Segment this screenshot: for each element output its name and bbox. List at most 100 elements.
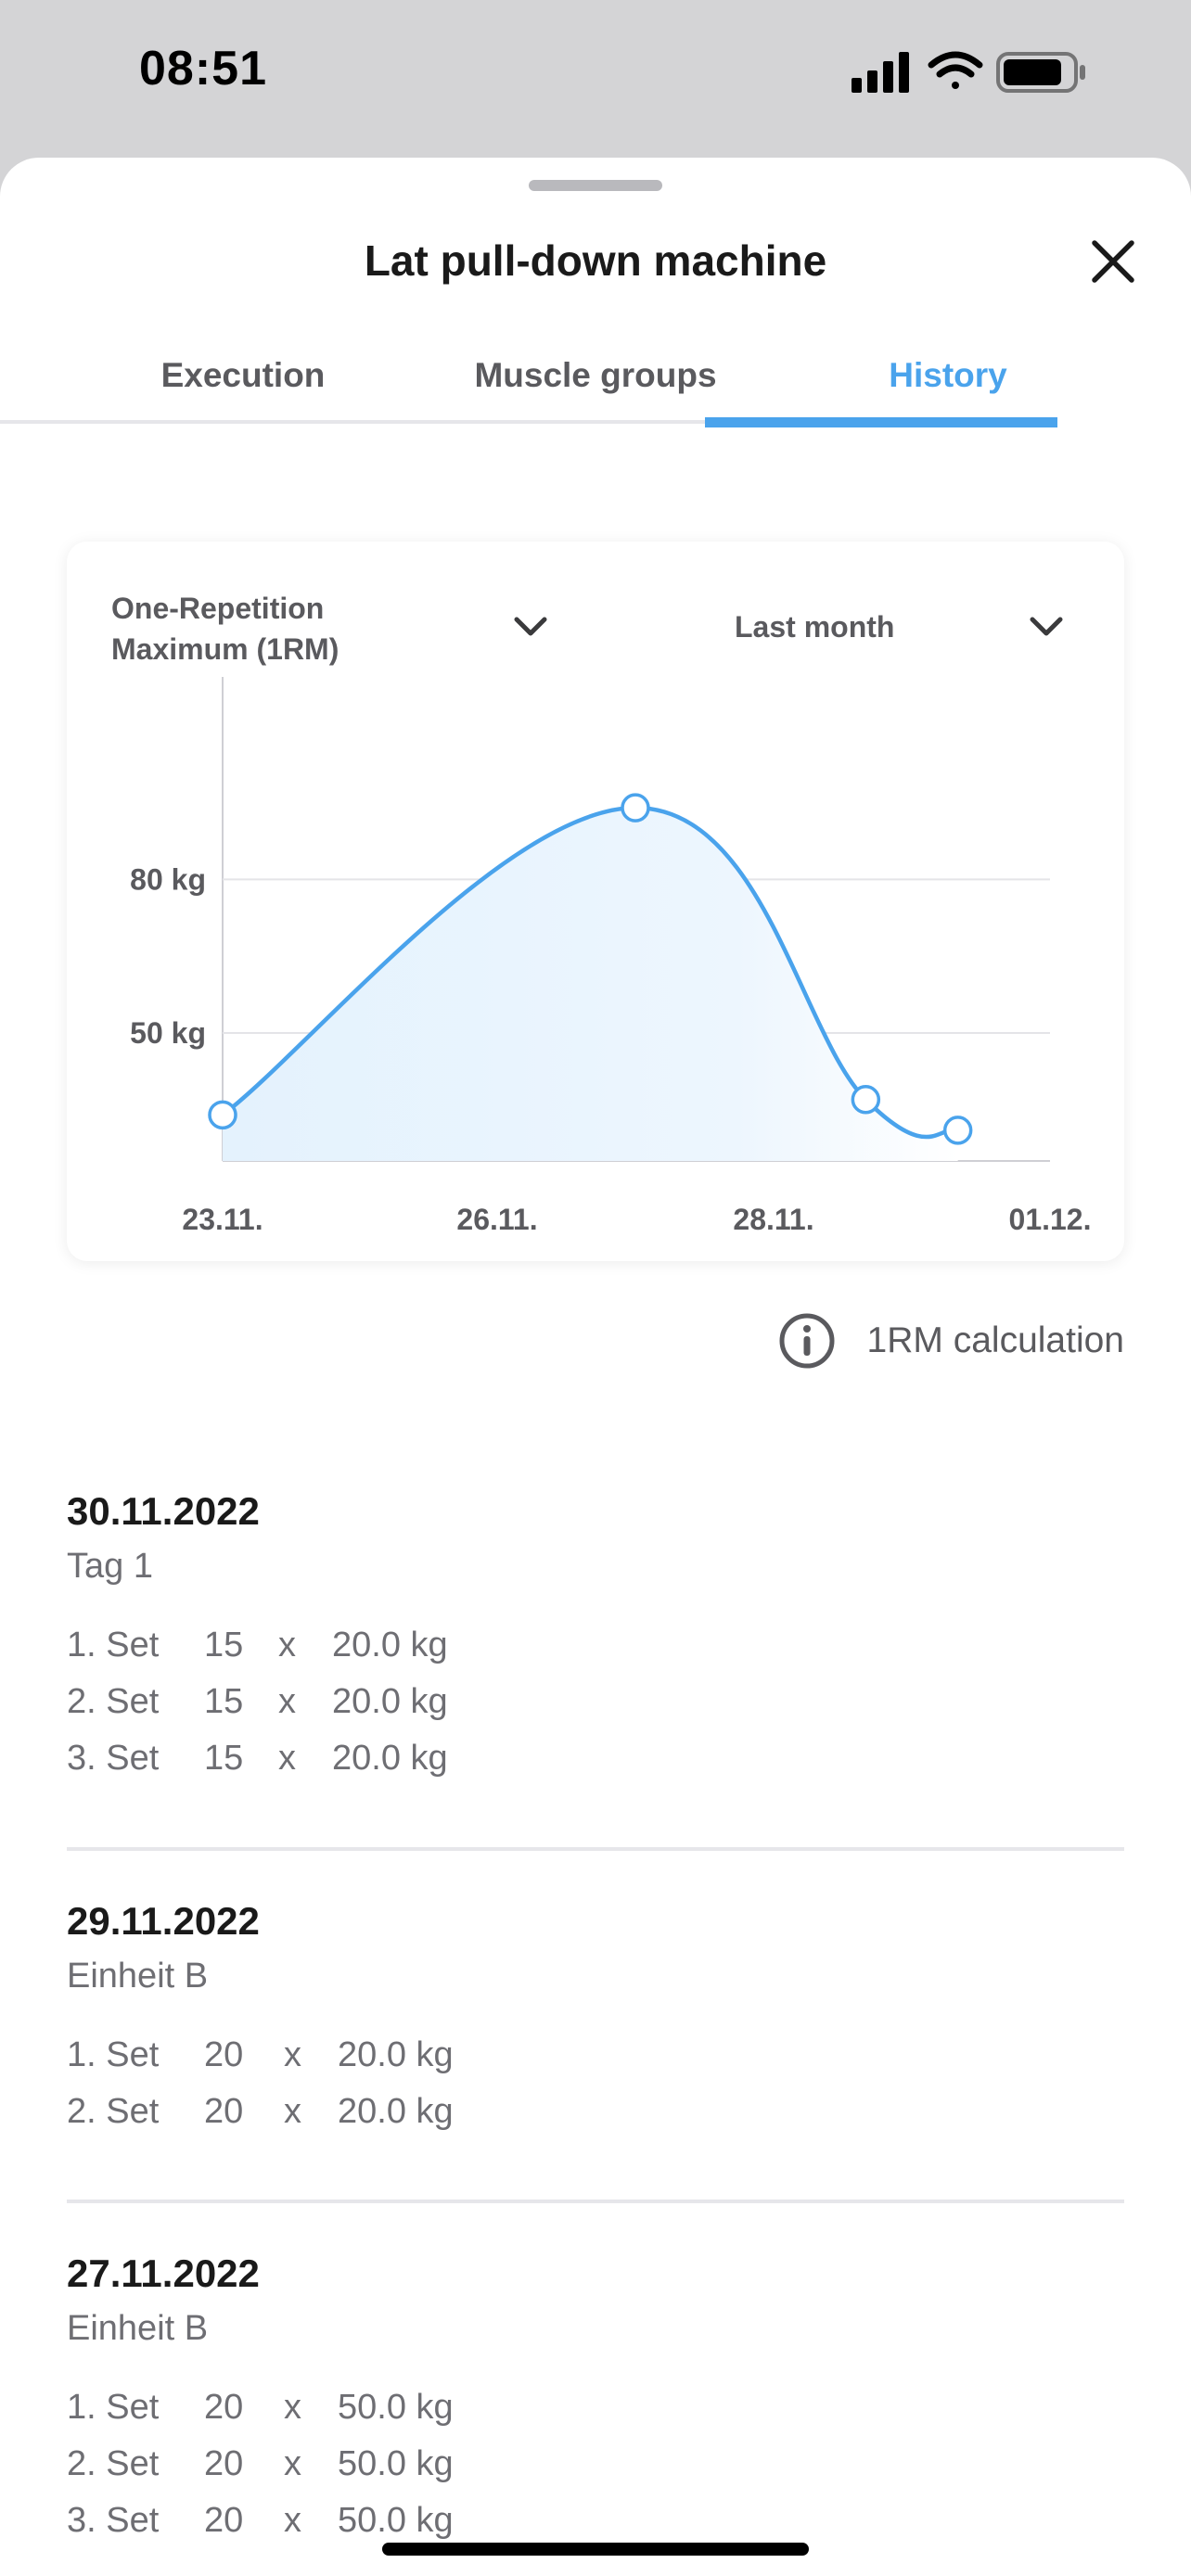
series-line xyxy=(221,805,959,1140)
info-icon xyxy=(779,1313,835,1369)
metric-selector-label[interactable]: One-Repetition Maximum (1RM) xyxy=(111,588,501,670)
history-entry: 29.11.2022 Einheit B 1. Set 20 x 20.0 kg… xyxy=(67,1899,1124,2149)
set-row: 1. Set 20 x 20.0 kg xyxy=(67,2035,1124,2092)
set-reps: 20 xyxy=(204,2035,244,2074)
tab-execution-label: Execution xyxy=(160,356,326,394)
set-row: 1. Set 20 x 50.0 kg xyxy=(67,2388,1124,2444)
set-times: x xyxy=(284,2388,301,2427)
set-times: x xyxy=(278,1626,296,1664)
metric-label-line2: Maximum (1RM) xyxy=(111,632,339,666)
set-weight: 20.0 kg xyxy=(332,1682,448,1721)
x-tick-label: 23.11. xyxy=(182,1203,263,1236)
set-label: 2. Set xyxy=(67,1682,160,1721)
set-times: x xyxy=(284,2092,301,2131)
entry-session: Einheit B xyxy=(67,2309,209,2348)
set-times: x xyxy=(278,1739,296,1778)
set-reps: 20 xyxy=(204,2444,244,2483)
y-tick-label: 50 kg xyxy=(130,1016,206,1050)
set-row: 3. Set 15 x 20.0 kg xyxy=(67,1739,1124,1795)
tab-active-indicator xyxy=(705,417,1057,427)
set-row: 2. Set 20 x 50.0 kg xyxy=(67,2444,1124,2501)
info-1rm-calculation[interactable]: 1RM calculation xyxy=(753,1311,1124,1371)
set-list: 1. Set 20 x 20.0 kg 2. Set 20 x 20.0 kg xyxy=(67,2035,1124,2149)
set-label: 1. Set xyxy=(67,2035,160,2074)
set-reps: 15 xyxy=(204,1682,244,1721)
chevron-down-icon xyxy=(514,617,547,636)
data-point[interactable] xyxy=(621,793,650,823)
sheet-grabber[interactable] xyxy=(529,180,662,191)
entry-date: 29.11.2022 xyxy=(67,1899,260,1943)
set-times: x xyxy=(284,2444,301,2483)
set-weight: 20.0 kg xyxy=(332,1739,448,1778)
status-time: 08:51 xyxy=(139,42,267,96)
tab-history-label: History xyxy=(889,356,1007,394)
metric-dropdown-button[interactable] xyxy=(512,614,549,644)
set-weight: 50.0 kg xyxy=(338,2501,454,2540)
bottom-sheet: Lat pull-down machine Execution Muscle g… xyxy=(0,158,1191,2576)
set-row: 1. Set 15 x 20.0 kg xyxy=(67,1626,1124,1682)
set-label: 1. Set xyxy=(67,1626,160,1664)
chart-card: 80 kg 50 kg 23.11. 26.11. 28.11. 01.12. One-R… xyxy=(67,542,1124,1261)
tab-muscle-groups[interactable]: Muscle groups xyxy=(419,358,772,445)
chart: 80 kg 50 kg 23.11. 26.11. 28.11. 01.12. xyxy=(130,677,1092,1236)
wifi-icon xyxy=(928,51,983,89)
x-tick-label: 28.11. xyxy=(733,1203,813,1236)
set-label: 3. Set xyxy=(67,1739,160,1778)
sheet-title: Lat pull-down machine xyxy=(364,236,827,285)
set-reps: 20 xyxy=(204,2092,244,2131)
set-label: 1. Set xyxy=(67,2388,160,2427)
metric-label-line1: One-Repetition xyxy=(111,592,325,625)
set-reps: 20 xyxy=(204,2388,244,2427)
set-list: 1. Set 15 x 20.0 kg 2. Set 15 x 20.0 kg … xyxy=(67,1626,1124,1795)
set-label: 2. Set xyxy=(67,2092,160,2131)
data-point[interactable] xyxy=(208,1100,237,1130)
set-row: 3. Set 20 x 50.0 kg xyxy=(67,2501,1124,2557)
set-times: x xyxy=(278,1682,296,1721)
entry-divider xyxy=(67,1847,1124,1851)
data-point[interactable] xyxy=(942,1116,973,1145)
set-weight: 20.0 kg xyxy=(332,1626,448,1664)
set-label: 3. Set xyxy=(67,2501,160,2540)
chevron-down-icon xyxy=(1030,617,1063,636)
y-tick-label: 80 kg xyxy=(130,862,206,896)
history-entry: 27.11.2022 Einheit B 1. Set 20 x 50.0 kg… xyxy=(67,2251,1124,2557)
entry-date: 27.11.2022 xyxy=(67,2251,260,2295)
set-reps: 15 xyxy=(204,1739,244,1778)
info-label: 1RM calculation xyxy=(866,1320,1124,1360)
close-icon xyxy=(1092,240,1134,283)
status-bar: 08:51 xyxy=(0,0,1191,158)
set-weight: 20.0 kg xyxy=(338,2092,454,2131)
home-indicator xyxy=(382,2543,809,2556)
entry-divider xyxy=(67,2200,1124,2203)
signal-icon xyxy=(852,52,909,93)
set-weight: 50.0 kg xyxy=(338,2388,454,2427)
set-times: x xyxy=(284,2501,301,2540)
tab-muscle-groups-label: Muscle groups xyxy=(474,356,717,394)
battery-icon xyxy=(996,52,1085,93)
set-weight: 20.0 kg xyxy=(338,2035,454,2074)
tab-history[interactable]: History xyxy=(772,358,1124,445)
x-tick-label: 01.12. xyxy=(1009,1203,1092,1236)
tab-bar: Execution Muscle groups History xyxy=(67,358,1124,445)
set-reps: 15 xyxy=(204,1626,244,1664)
entry-session: Einheit B xyxy=(67,1957,209,1996)
range-selector-label[interactable]: Last month xyxy=(735,610,895,644)
close-button[interactable] xyxy=(1087,236,1139,287)
entry-session: Tag 1 xyxy=(67,1547,153,1586)
set-weight: 50.0 kg xyxy=(338,2444,454,2483)
series-area xyxy=(223,808,958,1161)
set-reps: 20 xyxy=(204,2501,244,2540)
entry-date: 30.11.2022 xyxy=(67,1489,260,1533)
data-point[interactable] xyxy=(851,1085,881,1115)
set-label: 2. Set xyxy=(67,2444,160,2483)
set-times: x xyxy=(284,2035,301,2074)
history-entry: 30.11.2022 Tag 1 1. Set 15 x 20.0 kg 2. … xyxy=(67,1489,1124,1795)
x-tick-label: 26.11. xyxy=(456,1203,537,1236)
set-row: 2. Set 15 x 20.0 kg xyxy=(67,1682,1124,1739)
tab-execution[interactable]: Execution xyxy=(67,358,419,445)
status-icons xyxy=(852,46,1102,103)
set-list: 1. Set 20 x 50.0 kg 2. Set 20 x 50.0 kg … xyxy=(67,2388,1124,2557)
range-dropdown-button[interactable] xyxy=(1028,614,1065,644)
tab-track xyxy=(0,420,1057,424)
set-row: 2. Set 20 x 20.0 kg xyxy=(67,2092,1124,2149)
